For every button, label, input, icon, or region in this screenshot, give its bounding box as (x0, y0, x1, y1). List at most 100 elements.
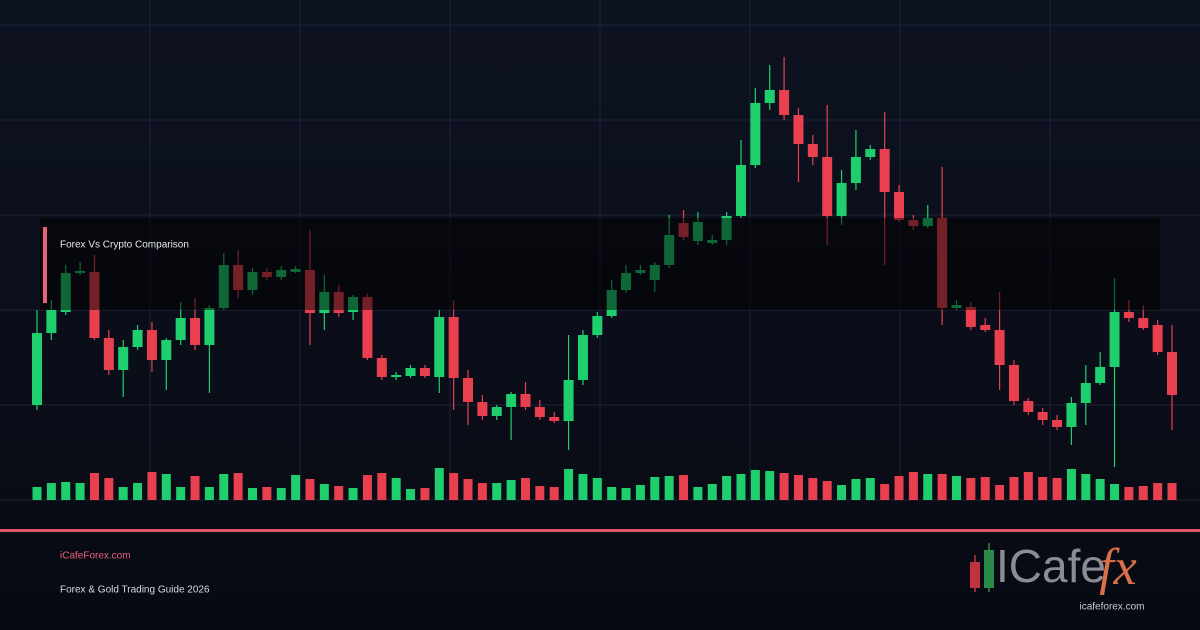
candle-body (764, 90, 775, 103)
volume-bar (908, 472, 918, 500)
volume-bar (937, 474, 947, 500)
volume-bar (334, 486, 344, 500)
logo-candle (970, 562, 980, 588)
volume-bar (449, 473, 459, 500)
volume-bar (32, 487, 42, 500)
volume-bar (736, 474, 746, 500)
candle-body (477, 402, 488, 416)
volume-bar (851, 479, 861, 500)
footer-tagline: Forex & Gold Trading Guide 2026 (60, 585, 210, 596)
candle-body (1152, 325, 1163, 352)
volume-bar (549, 487, 559, 500)
volume-bar (966, 478, 976, 500)
candle-body (46, 310, 57, 333)
title-panel (40, 218, 1160, 310)
volume-bar (679, 475, 689, 500)
candle-body (779, 90, 790, 115)
candle-body (175, 318, 186, 340)
candle-body (419, 368, 430, 376)
candle-body (1008, 365, 1019, 401)
logo-url: icafeforex.com (1079, 602, 1144, 613)
candle-body (491, 407, 502, 416)
candle-body (850, 157, 861, 183)
candle-body (146, 330, 157, 360)
volume-bar (348, 488, 358, 500)
volume-bar (535, 486, 545, 500)
volume-bar (1124, 487, 1134, 500)
volume-bar (133, 483, 143, 500)
volume-bar (564, 469, 574, 500)
volume-bar (880, 484, 890, 500)
logo-accent: fx (1099, 539, 1137, 596)
volume-bar (61, 482, 71, 500)
candle-body (793, 115, 804, 144)
footer-site: iCafeForex.com (60, 551, 131, 562)
candle-body (836, 183, 847, 216)
candle-body (994, 330, 1005, 365)
candle-body (750, 103, 761, 165)
candle-body (592, 316, 603, 335)
logo: ICafe fx icafeforex.com (970, 539, 1145, 613)
volume-bar (506, 480, 516, 500)
candle-body (1023, 401, 1034, 412)
volume-bar (578, 474, 588, 500)
volume-bar (420, 488, 430, 500)
volume-bar (176, 487, 186, 500)
volume-bar (1081, 474, 1091, 500)
logo-candle (984, 550, 994, 588)
candle-body (735, 165, 746, 216)
volume-bar (1167, 483, 1177, 500)
volume-bar (276, 488, 286, 500)
volume-bar (305, 479, 315, 500)
candle-body (865, 149, 876, 157)
candle-body (520, 394, 531, 407)
volume-bar (463, 479, 473, 500)
volume-bar (923, 474, 933, 500)
candle-body (1138, 318, 1149, 328)
volume-bar (765, 471, 775, 500)
volume-bar (492, 483, 502, 500)
candle-body (1109, 312, 1120, 367)
candle-body (506, 394, 517, 407)
candle-body (563, 380, 574, 421)
volume-bar (837, 485, 847, 500)
candle-body (32, 333, 42, 405)
volume-bar (621, 488, 631, 500)
volume-bar (635, 485, 645, 500)
volume-bar (262, 487, 272, 500)
volume-bar (650, 477, 660, 500)
volume-bar (1110, 484, 1120, 500)
volume-bar (750, 470, 760, 500)
volume-bar (607, 487, 617, 500)
volume-bar (995, 485, 1005, 500)
volume-bar (1153, 483, 1163, 500)
volume-bar (980, 477, 990, 500)
candle-body (103, 338, 114, 370)
volume-bar (1009, 477, 1019, 500)
volume-bar (664, 476, 674, 500)
candle-body (577, 335, 588, 380)
candle-body (132, 330, 143, 347)
candle-body (1037, 412, 1048, 420)
candle-body (1066, 403, 1077, 427)
volume-bar (190, 476, 200, 500)
candle-body (118, 347, 129, 370)
volume-bar (233, 473, 243, 500)
volume-bar (147, 472, 157, 500)
volume-bar (520, 478, 530, 500)
candle-body (1052, 420, 1063, 427)
logo-text: ICafe (996, 540, 1106, 592)
candle-body (980, 325, 991, 330)
candle-body (1123, 312, 1134, 318)
volume-bar (75, 483, 85, 500)
candle-body (549, 417, 560, 421)
volume-bar (204, 487, 214, 500)
volume-bar (951, 476, 961, 500)
volume-bar (1052, 478, 1062, 500)
candle-body (190, 318, 201, 345)
volume-bar (391, 478, 401, 500)
candle-body (965, 307, 976, 327)
candle-body (463, 378, 474, 402)
title-accent (43, 227, 47, 303)
candle-body (204, 308, 215, 345)
